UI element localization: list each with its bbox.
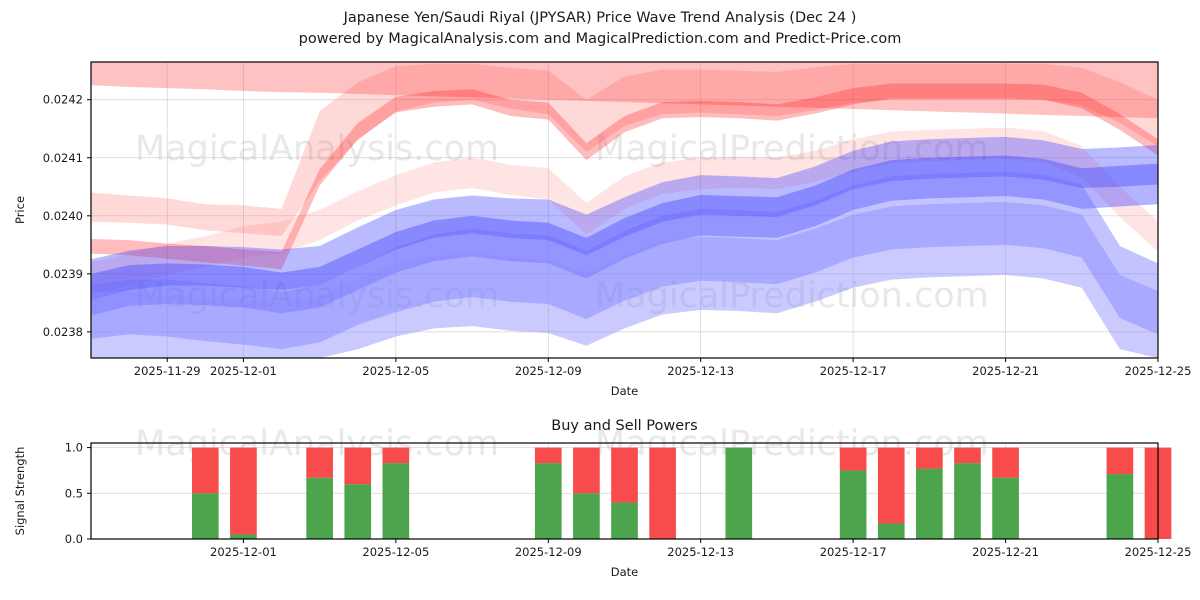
price-band-area bbox=[91, 136, 1158, 300]
buy-sell-powers-chart: Buy and Sell Powers MagicalAnalysis.com M… bbox=[13, 418, 1191, 579]
watermark-text: MagicalPrediction.com bbox=[595, 276, 989, 316]
x-tick-label: 2025-11-29 bbox=[134, 364, 201, 378]
buy-power-bar bbox=[954, 463, 981, 539]
sell-power-bar bbox=[230, 447, 257, 535]
sell-power-bar bbox=[916, 447, 943, 469]
x-tick-label: 2025-12-17 bbox=[820, 364, 887, 378]
sell-power-bar bbox=[344, 447, 372, 485]
power-chart-ticks: 0.0 0.5 1.0 2025-12-01 2025-12-05 2025-12-09 2… bbox=[65, 441, 1192, 559]
y-tick-label: 0.0239 bbox=[43, 267, 83, 281]
power-chart-x-axis-label: Date bbox=[611, 565, 639, 579]
sell-power-bar bbox=[534, 447, 562, 464]
price-chart-ticks: 0.0238 0.0239 0.0240 0.0241 0.0242 2025-11-29… bbox=[43, 93, 1192, 378]
buy-sell-powers-title: Buy and Sell Powers bbox=[551, 418, 697, 434]
buy-power-bar bbox=[725, 447, 753, 539]
price-wave-chart: MagicalAnalysis.com MagicalPrediction.com… bbox=[13, 61, 1192, 398]
buy-power-bar bbox=[344, 484, 372, 539]
price-band-area bbox=[91, 155, 1158, 316]
sell-power-bar bbox=[1106, 447, 1134, 475]
buy-power-bar bbox=[877, 523, 905, 539]
price-band-area bbox=[91, 201, 1158, 358]
sell-power-bar bbox=[382, 447, 410, 464]
sell-power-bar bbox=[992, 447, 1019, 478]
x-tick-label: 2025-12-01 bbox=[210, 364, 277, 378]
y-tick-label: 0.0238 bbox=[43, 325, 83, 339]
buy-power-bar bbox=[573, 493, 600, 539]
y-tick-label: 0.0240 bbox=[43, 209, 83, 223]
buy-power-bar bbox=[611, 502, 638, 539]
sell-power-bar bbox=[954, 447, 981, 464]
price-chart-bands bbox=[91, 62, 1158, 358]
price-chart-plot-frame bbox=[90, 61, 1159, 359]
buy-power-bar bbox=[839, 470, 867, 539]
buy-power-bar bbox=[230, 534, 257, 539]
price-chart-watermarks: MagicalAnalysis.com MagicalPrediction.com… bbox=[135, 129, 989, 316]
y-tick-label: 0.0241 bbox=[43, 151, 83, 165]
title-line-1: Japanese Yen/Saudi Riyal (JPYSAR) Price … bbox=[343, 10, 857, 26]
x-tick-label: 2025-12-17 bbox=[820, 545, 887, 559]
watermark-text: MagicalAnalysis.com bbox=[135, 276, 499, 316]
price-band-area bbox=[91, 83, 1158, 270]
power-chart-plot-frame bbox=[90, 442, 1159, 540]
sell-power-bar bbox=[611, 447, 638, 503]
x-tick-label: 2025-12-25 bbox=[1125, 364, 1192, 378]
watermark-text: MagicalPrediction.com bbox=[595, 129, 989, 169]
x-tick-label: 2025-12-13 bbox=[667, 364, 734, 378]
page-title: Japanese Yen/Saudi Riyal (JPYSAR) Price … bbox=[0, 8, 1200, 50]
buy-power-bar bbox=[306, 477, 333, 539]
x-tick-label: 2025-12-09 bbox=[515, 364, 582, 378]
price-chart-x-axis-label: Date bbox=[611, 384, 639, 398]
price-band-area bbox=[91, 127, 1158, 295]
x-tick-label: 2025-12-09 bbox=[515, 545, 582, 559]
x-tick-label: 2025-12-01 bbox=[210, 545, 277, 559]
x-tick-label: 2025-12-21 bbox=[972, 545, 1039, 559]
price-chart-y-axis-label: Price bbox=[13, 196, 27, 224]
x-tick-label: 2025-12-13 bbox=[667, 545, 734, 559]
sell-power-bar bbox=[839, 447, 867, 471]
y-tick-label: 1.0 bbox=[65, 441, 83, 455]
price-band-area bbox=[91, 62, 1158, 119]
price-band-area bbox=[91, 171, 1158, 350]
sell-power-bar bbox=[877, 447, 905, 524]
buy-power-bar bbox=[916, 468, 943, 539]
sell-power-bar bbox=[573, 447, 600, 494]
buy-power-bar bbox=[191, 493, 219, 539]
x-tick-label: 2025-12-25 bbox=[1125, 545, 1192, 559]
power-chart-bars bbox=[191, 447, 1172, 539]
power-chart-y-axis-label: Signal Strength bbox=[13, 447, 27, 536]
buy-power-bar bbox=[1106, 474, 1134, 539]
x-tick-label: 2025-12-21 bbox=[972, 364, 1039, 378]
title-line-2: powered by MagicalAnalysis.com and Magic… bbox=[298, 31, 902, 47]
buy-power-bar bbox=[382, 463, 410, 539]
y-tick-label: 0.5 bbox=[65, 486, 83, 500]
watermark-text: MagicalAnalysis.com bbox=[135, 129, 499, 169]
x-tick-label: 2025-12-05 bbox=[362, 364, 429, 378]
buy-power-bar bbox=[992, 477, 1019, 539]
x-tick-label: 2025-12-05 bbox=[362, 545, 429, 559]
y-tick-label: 0.0242 bbox=[43, 93, 83, 107]
sell-power-bar bbox=[191, 447, 219, 494]
y-tick-label: 0.0 bbox=[65, 532, 83, 546]
buy-power-bar bbox=[534, 463, 562, 539]
sell-power-bar bbox=[649, 447, 676, 539]
sell-power-bar bbox=[306, 447, 333, 478]
price-band-area bbox=[91, 63, 1158, 237]
